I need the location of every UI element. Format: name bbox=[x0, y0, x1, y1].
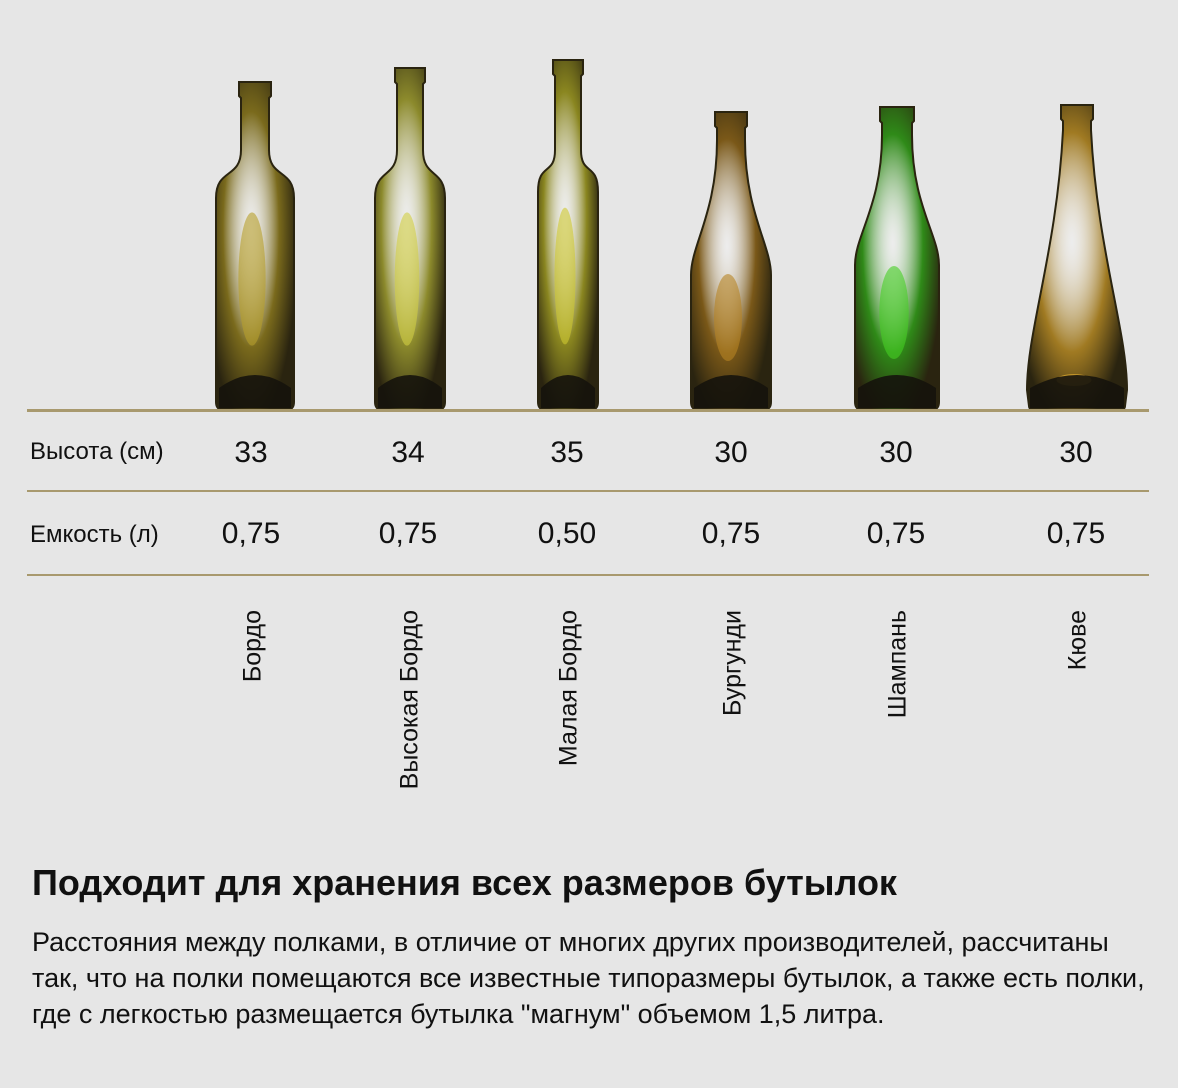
bottle-highlight bbox=[554, 207, 576, 345]
wine-bottle bbox=[854, 106, 940, 411]
bottle-capacity-value: 0,75 bbox=[701, 517, 761, 550]
bottle-capacity-value: 0,75 bbox=[221, 517, 281, 550]
bottle-name-label: Бургунди bbox=[718, 610, 747, 716]
bottle-punt bbox=[378, 375, 442, 408]
capacity-row-label: Емкость (л) bbox=[30, 521, 159, 548]
bottle-highlight bbox=[238, 212, 266, 346]
height-row-label: Высота (см) bbox=[30, 438, 164, 465]
bottle-highlight bbox=[714, 274, 742, 361]
bottle-punt bbox=[858, 375, 936, 408]
bottle-height-value: 33 bbox=[234, 436, 268, 469]
shelf-line bbox=[27, 409, 1149, 412]
bottle-height-value: 35 bbox=[550, 436, 584, 469]
wine-bottle bbox=[1025, 104, 1129, 411]
bottle-capacity-value: 0,50 bbox=[537, 517, 597, 550]
bottle-highlight bbox=[879, 266, 909, 359]
bottle-name-label: Кюве bbox=[1063, 610, 1092, 671]
bottle-height-value: 30 bbox=[1059, 436, 1093, 469]
row-divider bbox=[27, 574, 1149, 576]
bottle-punt bbox=[694, 375, 768, 408]
bottle-name-label: Малая Бордо bbox=[554, 610, 583, 767]
bottle-punt bbox=[219, 375, 291, 408]
bottle-height-value: 30 bbox=[714, 436, 748, 469]
bottle-highlight bbox=[394, 212, 420, 346]
bottle-capacity-value: 0,75 bbox=[1046, 517, 1106, 550]
bottle-punt bbox=[1030, 375, 1124, 408]
bottles-illustration bbox=[215, 59, 1129, 411]
wine-bottle bbox=[690, 111, 772, 411]
bottle-name-label: Высокая Бордо bbox=[395, 610, 424, 790]
bottle-height-value: 30 bbox=[879, 436, 913, 469]
section-description: Расстояния между полками, в отличие от м… bbox=[32, 927, 1145, 1029]
bottle-capacity-value: 0,75 bbox=[866, 517, 926, 550]
bottle-capacity-value: 0,75 bbox=[378, 517, 438, 550]
row-divider bbox=[27, 490, 1149, 492]
bottle-name-label: Бордо bbox=[238, 610, 267, 683]
bottle-name-label: Шампань bbox=[883, 610, 912, 719]
section-heading: Подходит для хранения всех размеров буты… bbox=[32, 862, 897, 903]
bottle-height-value: 34 bbox=[391, 436, 425, 469]
bottle-punt bbox=[541, 375, 595, 408]
